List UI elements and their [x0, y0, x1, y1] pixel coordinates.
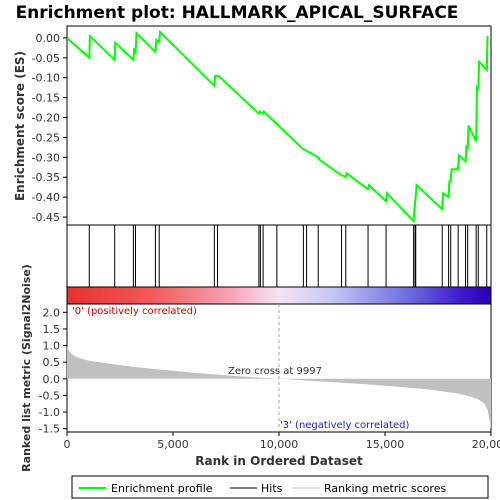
x-tick-label: 5,000	[157, 438, 189, 451]
enrichment-tick-label: -0.20	[32, 112, 60, 125]
enrichment-y-label: Enrichment score (ES)	[13, 51, 27, 201]
enrichment-tick-label: -0.15	[32, 92, 60, 105]
ranking-gradient-bar	[66, 286, 492, 305]
enrichment-tick-label: -0.30	[32, 151, 60, 164]
positive-correlation-label: '0' (positively correlated)	[72, 306, 197, 317]
metric-tick-label: 2.0	[43, 306, 61, 319]
enrichment-tick-label: 0.00	[36, 32, 61, 45]
enrichment-tick-label: -0.35	[32, 171, 60, 184]
metric-tick-label: 1.5	[43, 323, 61, 336]
enrichment-tick-label: -0.40	[32, 191, 60, 204]
enrichment-profile-line	[66, 29, 489, 224]
metric-tick-label: 0.0	[43, 373, 61, 386]
enrichment-tick-label: -0.25	[32, 131, 60, 144]
hits-panel	[66, 224, 492, 288]
metric-panel: 2.0 1.5 1.0 0.5 0.0 -0.5 -1.0 -1.5 '0' (positiv…	[39, 303, 492, 436]
enrichment-y-ticks: 0.00 -0.05 -0.10 -0.15 -0.20 -0.25 -0.30 -0.35 -…	[32, 32, 67, 224]
legend-frame	[71, 475, 489, 499]
enrichment-panel: 0.00 -0.05 -0.10 -0.15 -0.20 -0.25 -0.30 -0.35 -…	[32, 25, 492, 226]
x-tick-label: 10,000	[260, 438, 299, 451]
hits-marks	[88, 225, 488, 287]
enrichment-tick-label: -0.05	[32, 52, 60, 65]
metric-y-label: Ranked list metric (Signal2Noise)	[20, 264, 33, 472]
legend-metric-label: Ranking metric scores	[324, 482, 446, 495]
negative-correlation-label: '3' (negatively correlated)	[280, 420, 409, 431]
hits-frame	[66, 224, 492, 288]
x-axis-ticks: 0 5,000 10,000 15,000 20,000	[64, 432, 500, 451]
ranking-metric-area	[67, 345, 491, 429]
metric-tick-label: -1.0	[39, 406, 60, 419]
metric-tick-label: 0.5	[43, 356, 61, 369]
chart-title: Enrichment plot: HALLMARK_APICAL_SURFACE	[16, 3, 459, 23]
metric-tick-label: -0.5	[39, 389, 60, 402]
enrichment-tick-label: -0.10	[32, 72, 60, 85]
x-tick-label: 0	[64, 438, 71, 451]
metric-tick-label: -1.5	[39, 423, 60, 436]
legend: Enrichment profile Hits Ranking metric s…	[71, 475, 489, 499]
legend-hits-label: Hits	[261, 482, 283, 495]
x-tick-label: 20,000	[472, 438, 500, 451]
metric-y-ticks: 2.0 1.5 1.0 0.5 0.0 -0.5 -1.0 -1.5	[39, 306, 67, 436]
enrichment-tick-label: -0.45	[32, 211, 60, 224]
x-tick-label: 15,000	[366, 438, 405, 451]
legend-enrichment-label: Enrichment profile	[111, 482, 213, 495]
x-axis-label: Rank in Ordered Dataset	[195, 454, 363, 468]
zero-cross-label: Zero cross at 9997	[228, 366, 322, 377]
metric-tick-label: 1.0	[43, 340, 61, 353]
